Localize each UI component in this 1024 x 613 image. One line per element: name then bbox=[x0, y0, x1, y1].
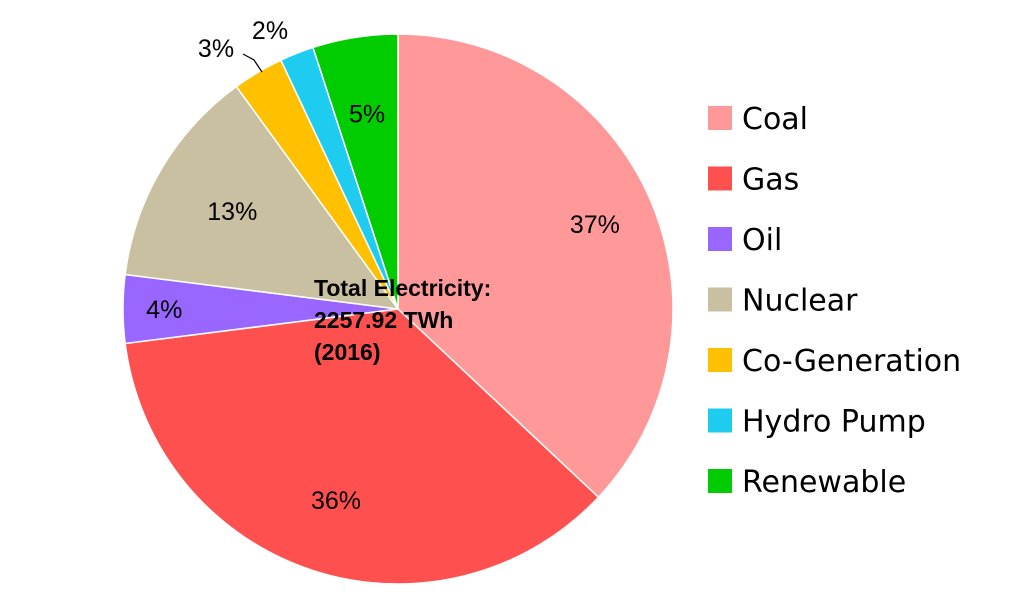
center-label-line-1: Total Electricity: bbox=[314, 275, 491, 301]
center-label-line-3: (2016) bbox=[314, 339, 380, 365]
leader-line-co-generation bbox=[242, 53, 263, 73]
legend-swatch-coal bbox=[708, 106, 732, 130]
slice-label-gas: 36% bbox=[311, 487, 361, 515]
legend-swatch-nuclear bbox=[708, 287, 732, 312]
legend-label-hydro-pump: Hydro Pump bbox=[742, 405, 926, 440]
legend-swatch-hydro-pump bbox=[708, 408, 732, 433]
legend-label-nuclear: Nuclear bbox=[742, 284, 858, 319]
slice-label-renewable: 5% bbox=[349, 100, 385, 128]
slice-label-coal: 37% bbox=[570, 211, 620, 239]
slice-labels-group: 37% 36% 4% 13% 3% 2% 5% bbox=[146, 17, 620, 515]
slice-label-nuclear: 13% bbox=[207, 198, 257, 226]
legend: Coal Gas Oil Nuclear Co-Generation Hydro Pump… bbox=[708, 102, 961, 500]
pie-slice-gas bbox=[124, 308, 600, 585]
legend-swatch-co-generation bbox=[708, 348, 732, 372]
legend-label-co-generation: Co-Generation bbox=[742, 344, 961, 379]
legend-swatch-gas bbox=[708, 166, 732, 191]
slice-label-hydro-pump: 2% bbox=[252, 17, 288, 45]
pie-slice-renewable bbox=[312, 33, 399, 310]
pie-slice-nuclear bbox=[124, 85, 400, 310]
legend-label-oil: Oil bbox=[742, 223, 782, 258]
slice-label-oil: 4% bbox=[146, 296, 182, 324]
legend-swatch-oil bbox=[708, 227, 732, 251]
slices-group bbox=[122, 33, 674, 585]
center-label-group: Total Electricity: 2257.92 TWh (2016) bbox=[314, 275, 491, 365]
legend-label-coal: Coal bbox=[742, 102, 808, 137]
legend-label-gas: Gas bbox=[742, 163, 799, 198]
slice-label-co-generation: 3% bbox=[198, 35, 234, 63]
center-label-line-2: 2257.92 TWh bbox=[314, 307, 453, 333]
legend-swatch-renewable bbox=[708, 469, 732, 493]
pie-slice-coal bbox=[397, 33, 674, 499]
legend-label-renewable: Renewable bbox=[742, 465, 906, 500]
